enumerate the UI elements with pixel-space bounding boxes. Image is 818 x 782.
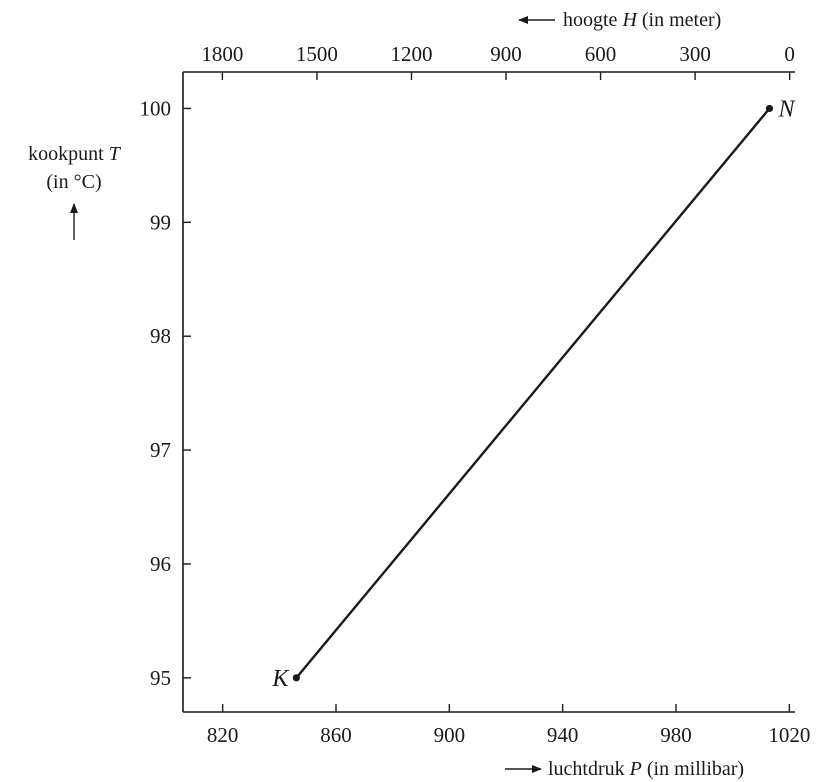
y-tick-label: 100 — [140, 96, 172, 120]
x-bottom-tick-label: 1020 — [768, 723, 810, 747]
x-top-tick-label: 600 — [585, 42, 617, 66]
x-top-tick-label: 900 — [490, 42, 522, 66]
y-tick-label: 99 — [150, 210, 171, 234]
series-layer: KN — [271, 96, 796, 691]
x-bottom-tick-label: 860 — [320, 723, 352, 747]
y-axis-label: kookpunt T — [28, 143, 122, 165]
y-tick-label: 97 — [150, 438, 171, 462]
x-top-tick-label: 300 — [679, 42, 711, 66]
bottom-axis-label: luchtdruk P (in millibar) — [548, 758, 744, 780]
x-top-tick-label: 0 — [784, 42, 795, 66]
x-bottom-tick-label: 980 — [660, 723, 692, 747]
plot-frame — [182, 71, 795, 713]
x-top-tick-label: 1800 — [201, 42, 243, 66]
top-axis-label-text: hoogte — [563, 9, 622, 31]
bottom-axis-label-unit: (in millibar) — [642, 758, 744, 780]
x-bottom-tick-label: 900 — [434, 723, 466, 747]
x-bottom-tick-label: 940 — [547, 723, 579, 747]
point-label-n: N — [778, 96, 797, 122]
top-axis-label: hoogte H (in meter) — [563, 9, 721, 31]
x-bottom-tick-label: 820 — [207, 723, 239, 747]
y-axis-ticks: 95 96 97 98 99 100 — [140, 96, 191, 690]
y-tick-label: 96 — [150, 552, 171, 576]
y-axis-unit: (in °C) — [46, 171, 101, 193]
y-tick-label: 95 — [150, 666, 171, 690]
bottom-axis-label-text: luchtdruk — [548, 758, 630, 780]
y-tick-label: 98 — [150, 324, 171, 348]
y-axis-label-var: T — [109, 143, 122, 165]
data-point-n — [765, 104, 774, 113]
top-axis-label-var: H — [621, 9, 638, 31]
series-line — [295, 107, 771, 679]
top-axis-label-unit: (in meter) — [637, 9, 721, 31]
x-top-tick-label: 1500 — [296, 42, 338, 66]
y-axis-label-text: kookpunt — [28, 143, 109, 165]
point-label-k: K — [271, 666, 290, 692]
x-axis-bottom-ticks: 820 860 900 940 980 1020 — [207, 704, 810, 747]
bottom-axis-label-var: P — [629, 758, 642, 780]
x-top-tick-label: 1200 — [390, 42, 432, 66]
data-point-k — [292, 674, 300, 682]
x-axis-top-ticks: 1800 1500 1200 900 600 300 0 — [201, 42, 795, 80]
